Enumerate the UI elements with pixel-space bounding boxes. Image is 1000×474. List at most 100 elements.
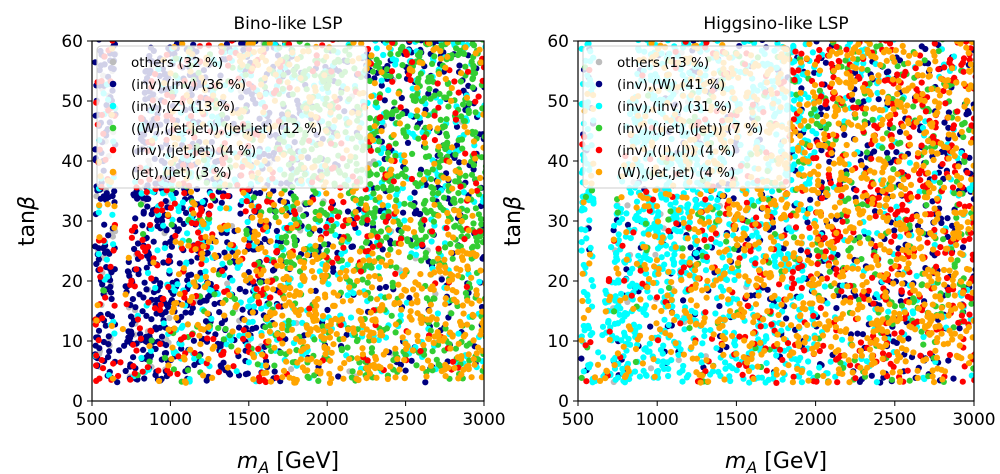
data-point bbox=[408, 357, 415, 364]
data-point bbox=[131, 370, 138, 377]
data-point bbox=[401, 200, 408, 207]
data-point bbox=[171, 300, 178, 307]
data-point bbox=[322, 264, 329, 271]
data-point bbox=[296, 268, 304, 275]
data-point bbox=[431, 160, 438, 167]
data-point bbox=[442, 75, 449, 83]
data-point bbox=[387, 72, 394, 80]
data-point bbox=[355, 307, 362, 315]
data-point bbox=[319, 252, 326, 259]
data-point bbox=[132, 304, 139, 311]
data-point bbox=[470, 42, 478, 49]
data-point bbox=[200, 297, 207, 304]
data-point bbox=[109, 375, 117, 382]
data-point bbox=[288, 326, 296, 333]
data-point bbox=[205, 324, 212, 331]
data-point bbox=[458, 113, 465, 120]
data-point bbox=[219, 267, 226, 275]
data-point bbox=[147, 221, 154, 229]
data-point bbox=[480, 144, 484, 151]
data-point bbox=[116, 347, 123, 354]
data-point bbox=[311, 274, 318, 281]
data-point bbox=[364, 366, 371, 373]
data-point bbox=[449, 185, 456, 192]
data-point bbox=[817, 105, 825, 112]
data-point bbox=[147, 327, 154, 334]
data-point bbox=[379, 202, 386, 209]
data-point bbox=[398, 228, 405, 235]
data-point bbox=[397, 240, 404, 247]
data-point bbox=[334, 255, 341, 262]
data-point bbox=[96, 234, 103, 241]
data-point bbox=[452, 151, 459, 158]
data-point bbox=[278, 207, 286, 214]
data-point bbox=[330, 264, 337, 271]
data-point bbox=[336, 276, 343, 283]
data-point bbox=[228, 337, 235, 344]
data-point bbox=[449, 144, 456, 151]
data-point bbox=[188, 258, 195, 265]
data-point bbox=[287, 265, 294, 272]
data-point bbox=[341, 360, 348, 367]
data-point bbox=[479, 198, 484, 205]
data-point bbox=[307, 328, 314, 335]
data-point bbox=[253, 267, 260, 274]
data-point bbox=[307, 287, 314, 294]
data-point bbox=[241, 316, 248, 324]
data-point bbox=[93, 352, 100, 359]
data-point bbox=[335, 373, 342, 380]
data-point bbox=[174, 33, 180, 39]
data-point bbox=[359, 351, 366, 358]
data-point bbox=[338, 316, 346, 323]
data-point bbox=[415, 135, 422, 142]
data-point bbox=[230, 363, 237, 370]
data-point bbox=[346, 284, 353, 291]
data-point bbox=[142, 338, 149, 345]
data-point bbox=[707, 327, 714, 334]
data-point bbox=[267, 378, 274, 385]
data-point bbox=[376, 94, 383, 101]
data-point bbox=[283, 358, 290, 365]
data-point bbox=[110, 247, 117, 254]
data-point bbox=[312, 242, 319, 249]
data-point bbox=[332, 232, 339, 239]
data-point bbox=[440, 194, 448, 201]
data-point bbox=[483, 345, 484, 347]
data-point bbox=[941, 119, 948, 126]
data-point bbox=[963, 111, 970, 118]
data-point bbox=[273, 374, 280, 381]
data-point bbox=[213, 284, 220, 291]
data-point bbox=[179, 322, 186, 329]
legend-marker bbox=[109, 168, 117, 176]
data-point bbox=[284, 224, 291, 232]
data-point bbox=[425, 90, 432, 97]
data-point bbox=[481, 295, 484, 302]
data-point bbox=[279, 321, 286, 328]
data-point bbox=[444, 209, 451, 217]
data-point bbox=[885, 68, 892, 75]
data-point bbox=[363, 262, 370, 269]
data-point bbox=[140, 346, 147, 353]
data-point bbox=[260, 370, 267, 377]
data-point bbox=[321, 241, 328, 248]
data-point bbox=[354, 277, 361, 285]
data-point bbox=[478, 304, 484, 311]
data-point bbox=[330, 243, 337, 250]
data-point bbox=[171, 200, 178, 207]
data-point bbox=[372, 353, 379, 361]
data-point bbox=[184, 321, 191, 328]
data-point bbox=[243, 198, 250, 205]
data-point bbox=[144, 364, 151, 371]
data-point bbox=[344, 261, 351, 268]
data-point bbox=[147, 352, 155, 359]
data-point bbox=[221, 312, 228, 319]
data-point bbox=[315, 377, 322, 384]
data-point bbox=[419, 365, 426, 372]
data-point bbox=[446, 90, 453, 97]
data-point bbox=[470, 138, 478, 145]
data-point bbox=[428, 74, 435, 81]
data-point bbox=[140, 244, 147, 251]
data-point bbox=[665, 321, 672, 329]
data-point bbox=[404, 139, 412, 146]
data-point bbox=[271, 362, 278, 369]
